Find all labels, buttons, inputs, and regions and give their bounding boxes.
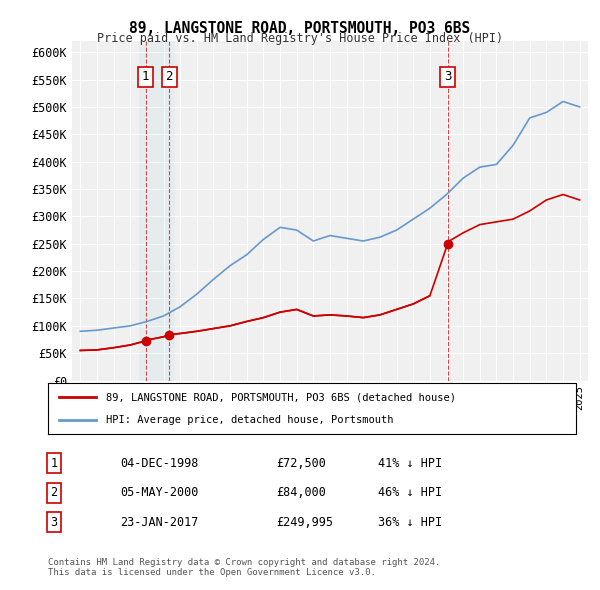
Text: 04-DEC-1998: 04-DEC-1998 [120,457,199,470]
Bar [139,41,146,381]
Text: 46% ↓ HPI: 46% ↓ HPI [378,486,442,499]
Text: Price paid vs. HM Land Registry's House Price Index (HPI): Price paid vs. HM Land Registry's House … [97,32,503,45]
Text: 89, LANGSTONE ROAD, PORTSMOUTH, PO3 6BS: 89, LANGSTONE ROAD, PORTSMOUTH, PO3 6BS [130,21,470,35]
Text: 23-JAN-2017: 23-JAN-2017 [120,516,199,529]
Text: Contains HM Land Registry data © Crown copyright and database right 2024.
This d: Contains HM Land Registry data © Crown c… [48,558,440,577]
Text: HPI: Average price, detached house, Portsmouth: HPI: Average price, detached house, Port… [106,415,394,425]
Text: 2: 2 [50,486,58,499]
Bar [146,41,169,381]
Bar [169,41,175,381]
Text: 36% ↓ HPI: 36% ↓ HPI [378,516,442,529]
Text: 2: 2 [166,70,173,83]
Text: 89, LANGSTONE ROAD, PORTSMOUTH, PO3 6BS (detached house): 89, LANGSTONE ROAD, PORTSMOUTH, PO3 6BS … [106,392,456,402]
Text: £249,995: £249,995 [276,516,333,529]
Text: 1: 1 [50,457,58,470]
Text: £84,000: £84,000 [276,486,326,499]
Text: 1: 1 [142,70,149,83]
Text: 3: 3 [50,516,58,529]
Text: £72,500: £72,500 [276,457,326,470]
Text: 05-MAY-2000: 05-MAY-2000 [120,486,199,499]
Text: 41% ↓ HPI: 41% ↓ HPI [378,457,442,470]
Text: 3: 3 [444,70,451,83]
